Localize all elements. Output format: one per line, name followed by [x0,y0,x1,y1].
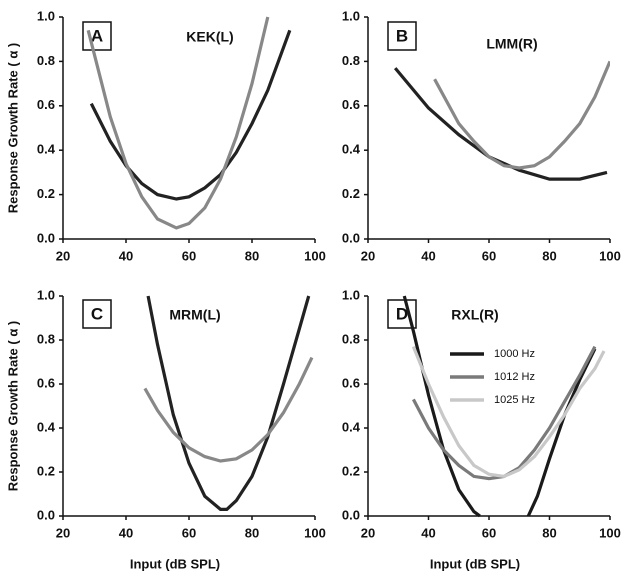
y-tick-label: 0.4 [37,419,56,434]
x-axis-label: Input (dB SPL) [130,556,220,571]
y-tick-label: 0.6 [342,375,360,390]
panel-box [387,21,417,51]
curve [143,356,314,463]
x-tick-label: 100 [304,525,326,540]
panel-letter: D [396,304,408,323]
curve [411,346,606,479]
y-tick-label: 0.6 [37,97,55,112]
y-tick-label: 0.2 [37,186,55,201]
y-tick-label: 0.6 [342,97,360,112]
y-tick-label: 0.0 [342,507,360,522]
x-tick-label: 20 [361,525,375,540]
y-tick-label: 0.0 [342,230,360,245]
panel-letter: B [396,26,408,45]
curve [433,60,610,170]
panel-title: LMM(R) [486,36,537,52]
x-tick-label: 20 [361,248,375,263]
panel-title: KEK(L) [186,29,233,45]
x-tick-label: 80 [542,525,556,540]
panel-box [82,21,112,51]
curve [393,67,608,181]
panel-box [82,299,112,329]
y-tick-label: 0.8 [342,53,360,68]
y-tick-label: 0.0 [37,507,55,522]
x-tick-label: 40 [421,525,435,540]
y-tick-label: 0.8 [342,331,360,346]
x-tick-label: 40 [119,248,133,263]
y-tick-label: 0.2 [37,463,55,478]
x-tick-label: 60 [182,525,196,540]
x-tick-label: 80 [542,248,556,263]
panel-letter: C [91,304,103,323]
y-tick-label: 0.2 [342,186,360,201]
panel-title: MRM(L) [169,307,220,323]
curve [402,295,597,518]
x-tick-label: 100 [599,525,621,540]
legend-label: 1025 Hz [494,394,535,406]
y-tick-label: 1.0 [37,8,55,23]
x-tick-label: 80 [245,248,259,263]
y-tick-label: 1.0 [342,287,360,302]
y-tick-label: 0.0 [37,230,55,245]
x-tick-label: 60 [482,525,496,540]
x-axis-label: Input (dB SPL) [430,556,520,571]
legend-label: 1000 Hz [494,348,535,360]
curve [146,295,311,511]
x-tick-label: 60 [182,248,196,263]
y-axis-label: Response Growth Rate ( α ) [5,43,20,214]
y-tick-label: 0.2 [342,463,360,478]
panel-letter: A [91,26,103,45]
curve [86,16,270,230]
y-tick-label: 1.0 [342,8,360,23]
y-tick-label: 0.4 [342,142,361,157]
y-tick-label: 0.4 [342,419,361,434]
y-tick-label: 0.8 [37,53,55,68]
y-tick-label: 0.8 [37,331,55,346]
x-tick-label: 40 [119,525,133,540]
y-axis-label: Response Growth Rate ( α ) [5,321,20,492]
x-tick-label: 40 [421,248,435,263]
x-tick-label: 80 [245,525,259,540]
panel-title: RXL(R) [451,307,498,323]
y-tick-label: 0.6 [37,375,55,390]
x-tick-label: 100 [599,248,621,263]
x-tick-label: 20 [56,525,70,540]
x-tick-label: 60 [482,248,496,263]
x-tick-label: 20 [56,248,70,263]
y-tick-label: 0.4 [37,142,56,157]
y-tick-label: 1.0 [37,287,55,302]
legend-label: 1012 Hz [494,371,535,383]
x-tick-label: 100 [304,248,326,263]
